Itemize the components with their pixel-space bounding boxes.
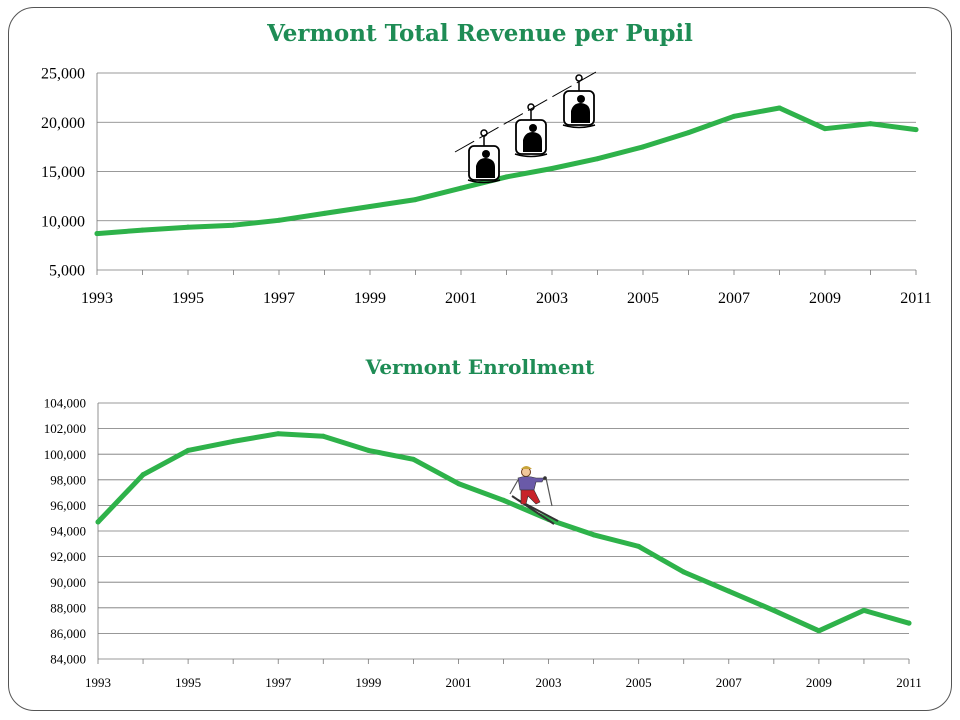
enrollment-y-tick-label: 96,000 <box>50 498 86 513</box>
enrollment-data-point <box>95 519 101 525</box>
revenue-y-tick-label: 20,000 <box>41 115 85 132</box>
enrollment-y-tick-label: 88,000 <box>50 600 86 615</box>
revenue-data-point <box>140 227 145 233</box>
enrollment-x-tick-label: 2005 <box>626 675 652 690</box>
revenue-y-tick-label: 25,000 <box>41 66 85 83</box>
revenue-data-point <box>595 156 600 162</box>
enrollment-x-tick-label: 2011 <box>896 675 922 690</box>
revenue-data-point <box>413 197 418 203</box>
enrollment-y-tick-label: 94,000 <box>50 524 86 539</box>
enrollment-series-line <box>95 431 912 634</box>
enrollment-data-point <box>275 431 281 437</box>
revenue-data-point <box>367 203 373 209</box>
revenue-chart: 5,000 10,000 15,000 20,000 25,000 1993 1995 199… <box>41 66 932 307</box>
enrollment-data-point <box>140 472 146 478</box>
revenue-data-point <box>731 113 737 119</box>
enrollment-data-point <box>726 588 732 594</box>
revenue-data-point <box>640 144 646 150</box>
enrollment-data-point <box>636 543 642 549</box>
revenue-x-tick-label: 2003 <box>536 290 568 307</box>
revenue-x-tick-label: 1999 <box>354 290 386 307</box>
revenue-data-point <box>231 222 236 228</box>
skier-icon <box>509 466 559 525</box>
enrollment-x-tick-label: 1997 <box>265 675 292 690</box>
revenue-data-point <box>276 217 282 223</box>
revenue-y-tick-label: 10,000 <box>41 213 85 230</box>
enrollment-x-tick-label: 2001 <box>445 675 471 690</box>
revenue-x-tick-label: 2005 <box>627 290 659 307</box>
enrollment-data-point <box>230 438 236 444</box>
enrollment-data-point <box>906 620 912 626</box>
enrollment-x-tick-label: 1995 <box>175 675 201 690</box>
revenue-data-point <box>868 121 873 127</box>
enrollment-x-tick-label: 2007 <box>716 675 743 690</box>
revenue-chart-title: Vermont Total Revenue per Pupil <box>267 20 693 47</box>
enrollment-x-tick-label: 1999 <box>355 675 381 690</box>
enrollment-x-tick-label: 1993 <box>85 675 111 690</box>
revenue-data-point <box>322 210 327 216</box>
enrollment-x-tick-label: 2009 <box>806 675 832 690</box>
revenue-data-point <box>94 231 100 237</box>
revenue-data-point <box>822 126 828 132</box>
ski-lift-chairs-icon <box>454 71 597 184</box>
enrollment-data-point <box>816 628 822 634</box>
revenue-data-point <box>458 185 464 191</box>
enrollment-y-tick-label: 92,000 <box>50 549 86 564</box>
enrollment-data-point <box>501 497 506 503</box>
revenue-x-tick-label: 2007 <box>718 290 750 307</box>
enrollment-y-tick-label: 100,000 <box>44 447 86 462</box>
enrollment-data-point <box>320 433 326 439</box>
enrollment-y-tick-label: 104,000 <box>44 396 86 411</box>
revenue-data-point <box>777 105 782 111</box>
enrollment-data-point <box>410 456 416 462</box>
enrollment-data-point <box>861 607 867 613</box>
enrollment-data-point <box>681 569 687 575</box>
enrollment-data-point <box>455 481 461 487</box>
revenue-x-tick-label: 1997 <box>263 290 295 307</box>
revenue-x-tick-label: 2001 <box>445 290 477 307</box>
enrollment-y-tick-label: 86,000 <box>50 626 86 641</box>
slide-frame <box>8 7 952 711</box>
revenue-x-tick-label: 2009 <box>809 290 841 307</box>
enrollment-y-tick-label: 102,000 <box>44 421 86 436</box>
revenue-data-point <box>504 174 509 180</box>
enrollment-y-tick-label: 98,000 <box>50 472 86 487</box>
enrollment-y-tick-label: 84,000 <box>50 652 86 667</box>
revenue-y-tick-label: 15,000 <box>41 164 85 181</box>
enrollment-data-point <box>365 447 371 453</box>
enrollment-x-tick-label: 2003 <box>536 675 562 690</box>
revenue-y-tick-label: 5,000 <box>49 263 85 280</box>
revenue-data-point <box>549 166 555 172</box>
revenue-data-point <box>686 130 691 136</box>
revenue-x-tick-label: 1995 <box>172 290 204 307</box>
enrollment-y-tick-label: 90,000 <box>50 575 86 590</box>
revenue-data-point <box>185 224 191 230</box>
revenue-x-tick-label: 1993 <box>81 290 113 307</box>
revenue-data-point <box>913 127 919 133</box>
enrollment-data-point <box>771 607 777 613</box>
enrollment-data-point <box>591 532 597 538</box>
revenue-x-tick-label: 2011 <box>900 290 931 307</box>
enrollment-data-point <box>185 447 191 453</box>
enrollment-chart-title: Vermont Enrollment <box>365 355 595 379</box>
